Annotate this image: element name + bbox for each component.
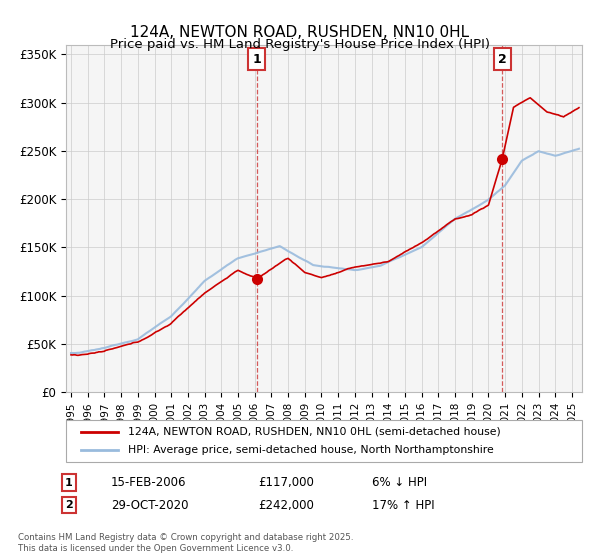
Text: 15-FEB-2006: 15-FEB-2006 bbox=[111, 476, 187, 489]
Text: 124A, NEWTON ROAD, RUSHDEN, NN10 0HL: 124A, NEWTON ROAD, RUSHDEN, NN10 0HL bbox=[130, 25, 470, 40]
Text: £117,000: £117,000 bbox=[258, 476, 314, 489]
Text: 6% ↓ HPI: 6% ↓ HPI bbox=[372, 476, 427, 489]
Text: 124A, NEWTON ROAD, RUSHDEN, NN10 0HL (semi-detached house): 124A, NEWTON ROAD, RUSHDEN, NN10 0HL (se… bbox=[128, 427, 500, 437]
Text: 29-OCT-2020: 29-OCT-2020 bbox=[111, 498, 188, 512]
Text: 1: 1 bbox=[65, 478, 73, 488]
Text: 17% ↑ HPI: 17% ↑ HPI bbox=[372, 498, 434, 512]
FancyBboxPatch shape bbox=[66, 420, 582, 462]
Text: 2: 2 bbox=[65, 500, 73, 510]
Text: Price paid vs. HM Land Registry's House Price Index (HPI): Price paid vs. HM Land Registry's House … bbox=[110, 38, 490, 51]
Text: 2: 2 bbox=[498, 53, 507, 66]
Text: 1: 1 bbox=[253, 53, 261, 66]
Text: HPI: Average price, semi-detached house, North Northamptonshire: HPI: Average price, semi-detached house,… bbox=[128, 445, 494, 455]
Text: £242,000: £242,000 bbox=[258, 498, 314, 512]
Text: Contains HM Land Registry data © Crown copyright and database right 2025.
This d: Contains HM Land Registry data © Crown c… bbox=[18, 533, 353, 553]
